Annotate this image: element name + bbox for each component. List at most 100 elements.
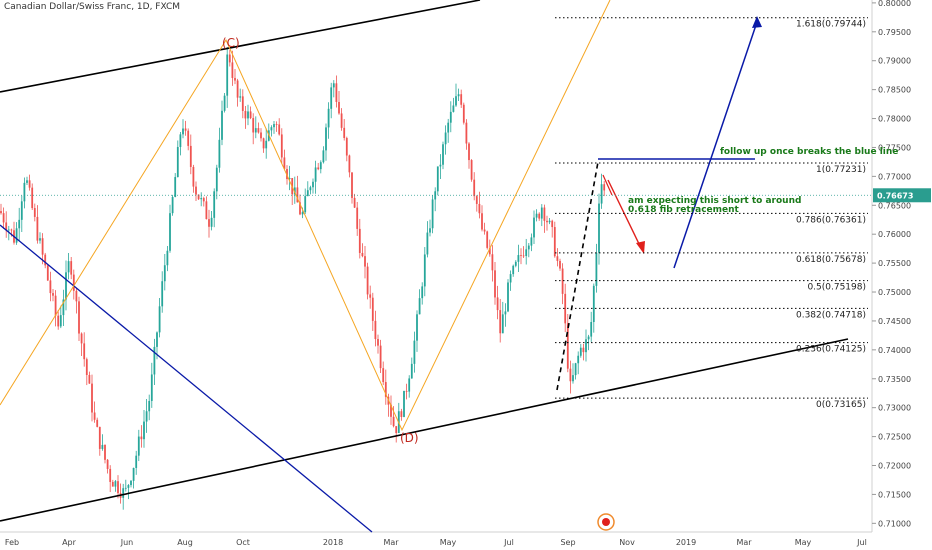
candle-body (184, 128, 187, 131)
pattern-point-label: (D) (400, 431, 419, 445)
candle-body (283, 157, 286, 169)
candle-body (249, 111, 252, 119)
candle-body (148, 400, 151, 412)
candle-body (429, 228, 431, 233)
candle-body (530, 237, 533, 246)
candle-body (546, 220, 548, 223)
candle-body (449, 111, 452, 123)
y-tick-label: 0.74000 (878, 346, 911, 355)
candle-body (553, 227, 556, 257)
candle-body (2, 213, 5, 223)
candle-body (236, 80, 239, 98)
channel-upper-line (0, 0, 481, 93)
candle-body (70, 261, 73, 275)
y-tick-label: 0.75500 (878, 259, 911, 268)
candle-body (426, 232, 429, 255)
x-tick-label: May (440, 538, 457, 547)
candle-body (452, 105, 455, 112)
candle-body (382, 368, 385, 383)
candle-body (322, 150, 325, 163)
candle-body (577, 355, 580, 364)
candle-body (187, 130, 190, 146)
candle-body (517, 255, 520, 262)
candle-body (122, 488, 125, 498)
red-arrow-line (607, 179, 643, 251)
x-tick-label: Oct (236, 538, 250, 547)
candle-body (416, 314, 418, 341)
pattern-point-label: (C) (222, 36, 240, 50)
fib-level-label: 0.618(0.75678) (796, 255, 866, 265)
candle-body (332, 83, 335, 88)
candle-body (306, 190, 309, 197)
candle-body (488, 247, 491, 255)
candle-body (470, 160, 473, 180)
candle-body (239, 96, 242, 98)
candle-body (340, 113, 343, 128)
candle-body (158, 306, 161, 333)
candle-body (262, 138, 265, 149)
candle-body (512, 265, 515, 275)
candle-body (135, 455, 138, 468)
candle-body (473, 179, 476, 197)
candle-body (301, 212, 304, 215)
candle-body (161, 281, 164, 307)
candle-body (439, 164, 442, 167)
red-arrow-small (602, 174, 613, 196)
candle-body (408, 378, 411, 392)
candle-body (7, 229, 10, 231)
candle-body (46, 265, 49, 281)
candle-body (460, 94, 463, 105)
candle-body (587, 336, 590, 340)
candle-body (392, 416, 395, 427)
candle-body (535, 213, 538, 218)
candle-body (561, 268, 564, 294)
candle-body (538, 213, 541, 219)
candle-body (20, 201, 23, 220)
candle-body (104, 444, 106, 460)
candle-body (309, 187, 312, 191)
candle-body (423, 254, 426, 287)
candle-body (208, 219, 210, 227)
x-tick-label: Nov (619, 538, 635, 547)
red-arrowhead (636, 241, 645, 254)
chart-title: Canadian Dollar/Swiss Franc, 1D, FXCM (4, 2, 181, 12)
candle-body (0, 211, 2, 214)
candle-body (257, 128, 260, 133)
candle-body (509, 274, 512, 283)
candle-body (36, 216, 39, 241)
candle-body (592, 285, 595, 323)
x-tick-label: Sep (560, 538, 575, 547)
candle-body (540, 207, 543, 219)
candle-body (254, 128, 257, 133)
candle-body (559, 260, 561, 269)
candle-body (130, 480, 132, 486)
candle-body (494, 270, 496, 298)
candle-body (228, 54, 231, 63)
candle-body (166, 250, 169, 266)
blue-projection-arrow (673, 21, 758, 269)
candle-body (366, 266, 369, 295)
candle-body (169, 213, 171, 251)
candle-body (202, 198, 205, 202)
candle-body (327, 108, 330, 128)
candle-body (109, 468, 112, 482)
candle-body (234, 77, 236, 81)
x-tick-label: Jul (503, 538, 514, 547)
candle-body (226, 54, 229, 96)
channel-lower-line (0, 338, 849, 522)
x-tick-label: Feb (5, 538, 19, 547)
candle-body (174, 177, 177, 198)
candle-body (280, 134, 283, 158)
candle-body (18, 219, 21, 229)
x-tick-label: Aug (177, 538, 193, 547)
candle-body (556, 256, 559, 261)
candle-body (57, 315, 60, 327)
candle-body (572, 375, 574, 382)
candle-body (582, 347, 585, 353)
event-marker-dot (602, 518, 610, 526)
candle-body (475, 196, 478, 204)
candle-body (374, 320, 377, 340)
candle-body (444, 132, 447, 145)
